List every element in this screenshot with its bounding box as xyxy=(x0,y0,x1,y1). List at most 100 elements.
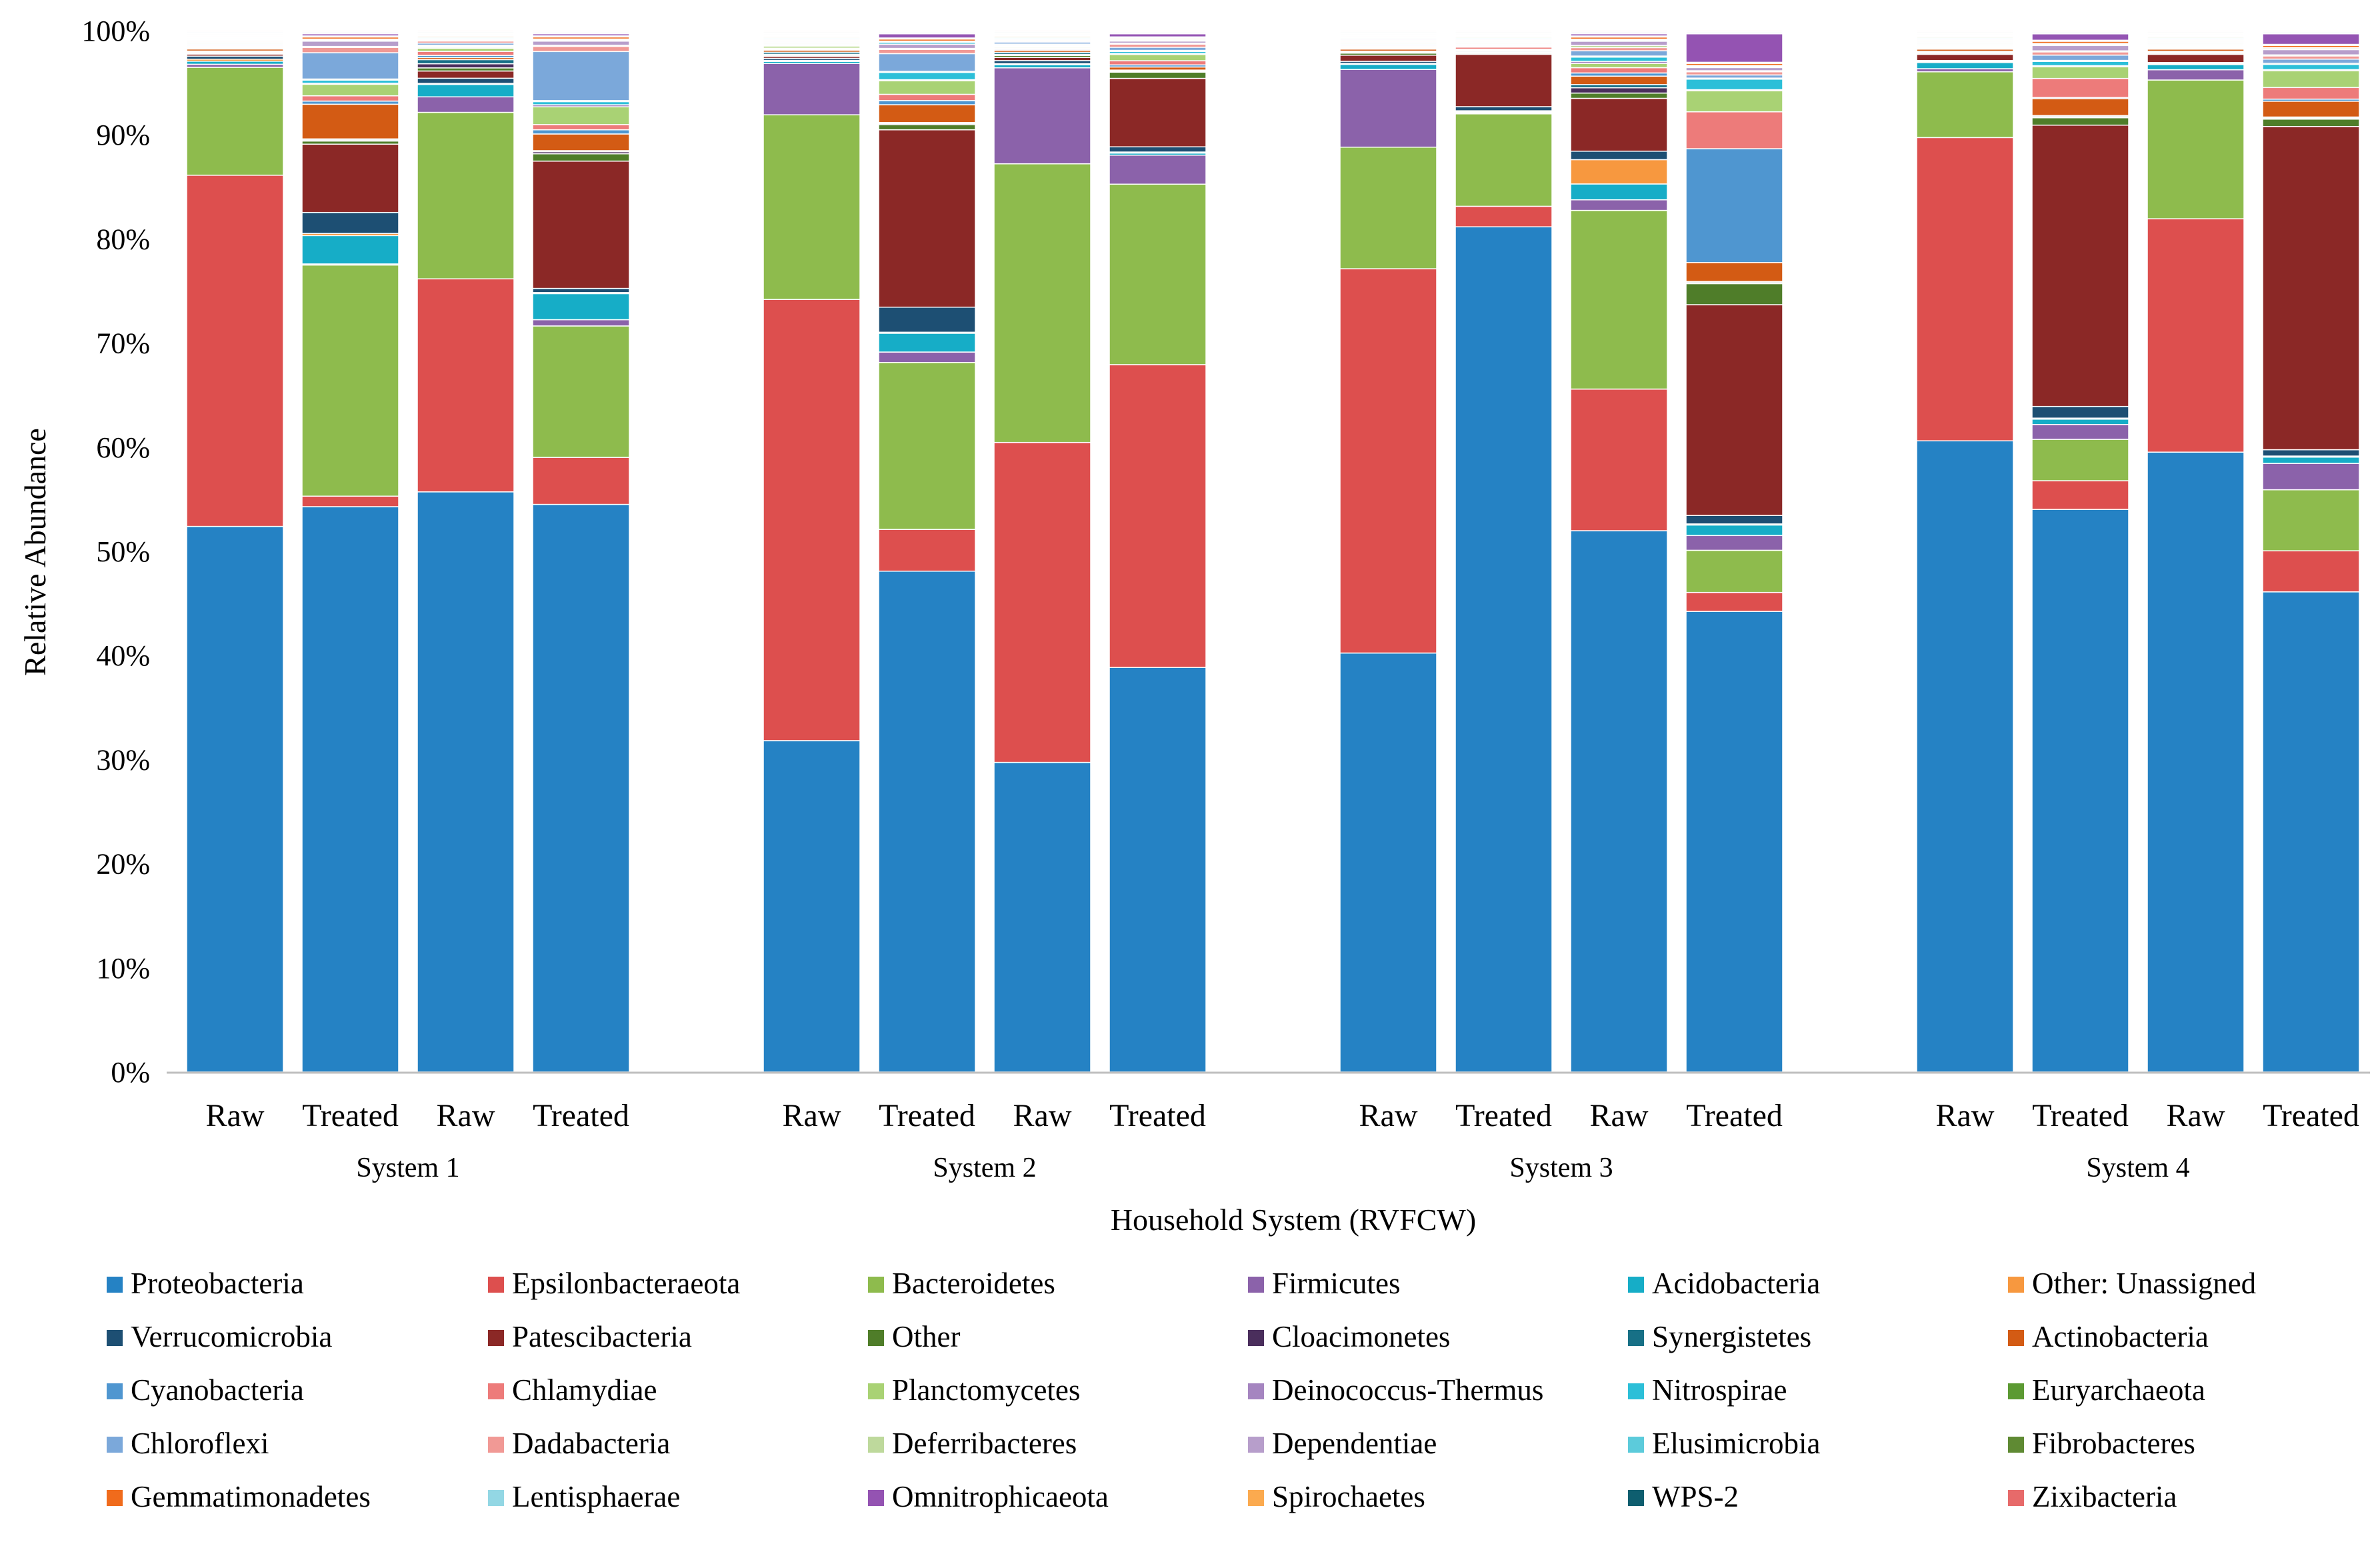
bar-stack xyxy=(2031,30,2129,1073)
x-tick-label: Treated xyxy=(2032,1098,2129,1133)
legend: Proteobacteria Epsilonbacteraeota Bacteroi… xyxy=(107,1267,2256,1513)
bar-segment xyxy=(2031,423,2129,440)
x-tick-label: Raw xyxy=(1359,1098,1418,1133)
bar-segment xyxy=(301,95,399,102)
x-tick-label: Raw xyxy=(437,1098,495,1133)
legend-label: Cyanobacteria xyxy=(131,1373,304,1407)
bar-segment xyxy=(186,175,284,527)
bar-segment xyxy=(532,503,630,1073)
legend-item: Cyanobacteria xyxy=(107,1373,304,1407)
bar-segment xyxy=(1339,268,1437,654)
bar-segment xyxy=(2147,64,2245,71)
bar-segment xyxy=(2262,63,2360,71)
bar-segment xyxy=(417,96,515,113)
bar-segment xyxy=(1339,55,1437,62)
bar-segment xyxy=(2031,61,2129,67)
legend-swatch xyxy=(868,1490,884,1506)
x-tick-label: Raw xyxy=(2167,1098,2225,1133)
bar-segment xyxy=(878,49,976,55)
bar-segment xyxy=(1685,148,1783,263)
legend-item: Elusimicrobia xyxy=(1628,1427,1820,1460)
legend-label: Nitrospirae xyxy=(1652,1373,1787,1407)
bar-segment xyxy=(763,30,861,33)
bar-segment xyxy=(1916,71,2014,139)
y-tick-label: 70% xyxy=(96,327,150,360)
legend-swatch xyxy=(2008,1277,2024,1293)
legend-label: Gemmatimonadetes xyxy=(131,1480,371,1513)
bar-segment xyxy=(186,525,284,1073)
bar-segment xyxy=(1685,549,1783,593)
bar-segment xyxy=(1109,30,1207,33)
bar-segment xyxy=(2147,451,2245,1073)
x-tick-label: Raw xyxy=(1590,1098,1649,1133)
bar-segment xyxy=(878,124,976,131)
legend-item: Deinococcus-Thermus xyxy=(1248,1373,1543,1407)
legend-item: Omnitrophicaeota xyxy=(868,1480,1109,1513)
legend-swatch xyxy=(1248,1383,1264,1399)
legend-label: Epsilonbacteraeota xyxy=(512,1267,740,1300)
y-tick-label: 40% xyxy=(96,639,150,672)
bar-segment xyxy=(2031,117,2129,126)
bar-segment xyxy=(878,33,976,39)
legend-swatch xyxy=(107,1330,123,1346)
legend-item: Gemmatimonadetes xyxy=(107,1480,371,1513)
bar-segment xyxy=(301,143,399,213)
y-tick-label: 100% xyxy=(81,15,150,47)
bar-segment xyxy=(763,299,861,741)
legend-label: Elusimicrobia xyxy=(1652,1427,1820,1460)
bar-segment xyxy=(417,278,515,493)
bar-segment xyxy=(532,287,630,293)
bar-segment xyxy=(1570,199,1668,211)
bar-segment xyxy=(1455,53,1553,107)
bar-segment xyxy=(417,77,515,84)
bar-stack xyxy=(1685,30,1783,1073)
legend-label: Patescibacteria xyxy=(512,1320,692,1353)
legend-swatch xyxy=(1628,1383,1644,1399)
bar-segment xyxy=(532,153,630,162)
bar-segment xyxy=(1570,151,1668,161)
bar-stack xyxy=(763,30,861,1073)
legend-swatch xyxy=(1248,1277,1264,1293)
bar-segment xyxy=(2031,98,2129,117)
bar-segment xyxy=(2031,30,2129,33)
legend-swatch xyxy=(488,1383,504,1399)
y-tick-label: 30% xyxy=(96,743,150,776)
legend-item: Epsilonbacteraeota xyxy=(488,1267,740,1300)
legend-swatch xyxy=(1248,1330,1264,1346)
bar-segment xyxy=(993,30,1091,33)
legend-item: Verrucomicrobia xyxy=(107,1320,332,1353)
legend-item: Cloacimonetes xyxy=(1248,1320,1450,1353)
legend-item: Dadabacteria xyxy=(488,1427,670,1460)
legend-label: Synergistetes xyxy=(1652,1320,1811,1353)
legend-swatch xyxy=(107,1437,123,1453)
legend-item: Dependentiae xyxy=(1248,1427,1437,1460)
bar-segment xyxy=(1570,50,1668,57)
bar-segment xyxy=(1339,652,1437,1073)
legend-swatch xyxy=(488,1330,504,1346)
bar-segment xyxy=(1455,113,1553,207)
bar-segment xyxy=(1109,154,1207,185)
bar-segment xyxy=(993,163,1091,443)
x-tick-label: Treated xyxy=(1686,1098,1783,1133)
y-tick-label: 0% xyxy=(111,1056,150,1089)
bar-segment xyxy=(1685,78,1783,91)
bar-segment xyxy=(878,53,976,72)
bar-segment xyxy=(1685,283,1783,305)
bar-segment xyxy=(878,104,976,123)
bar-stack xyxy=(878,30,976,1073)
bar-segment xyxy=(532,319,630,327)
bar-segment xyxy=(1685,90,1783,113)
bar-segment xyxy=(301,30,399,33)
bar-segment xyxy=(878,333,976,353)
bar-segment xyxy=(1109,364,1207,668)
legend-swatch xyxy=(1628,1490,1644,1506)
legend-swatch xyxy=(488,1277,504,1293)
bar-segment xyxy=(2262,456,2360,464)
bar-segment xyxy=(1685,611,1783,1073)
bar-segment xyxy=(878,43,976,49)
bar-segment xyxy=(1916,440,2014,1073)
y-tick-label: 90% xyxy=(96,119,150,151)
y-tick-label: 80% xyxy=(96,223,150,255)
